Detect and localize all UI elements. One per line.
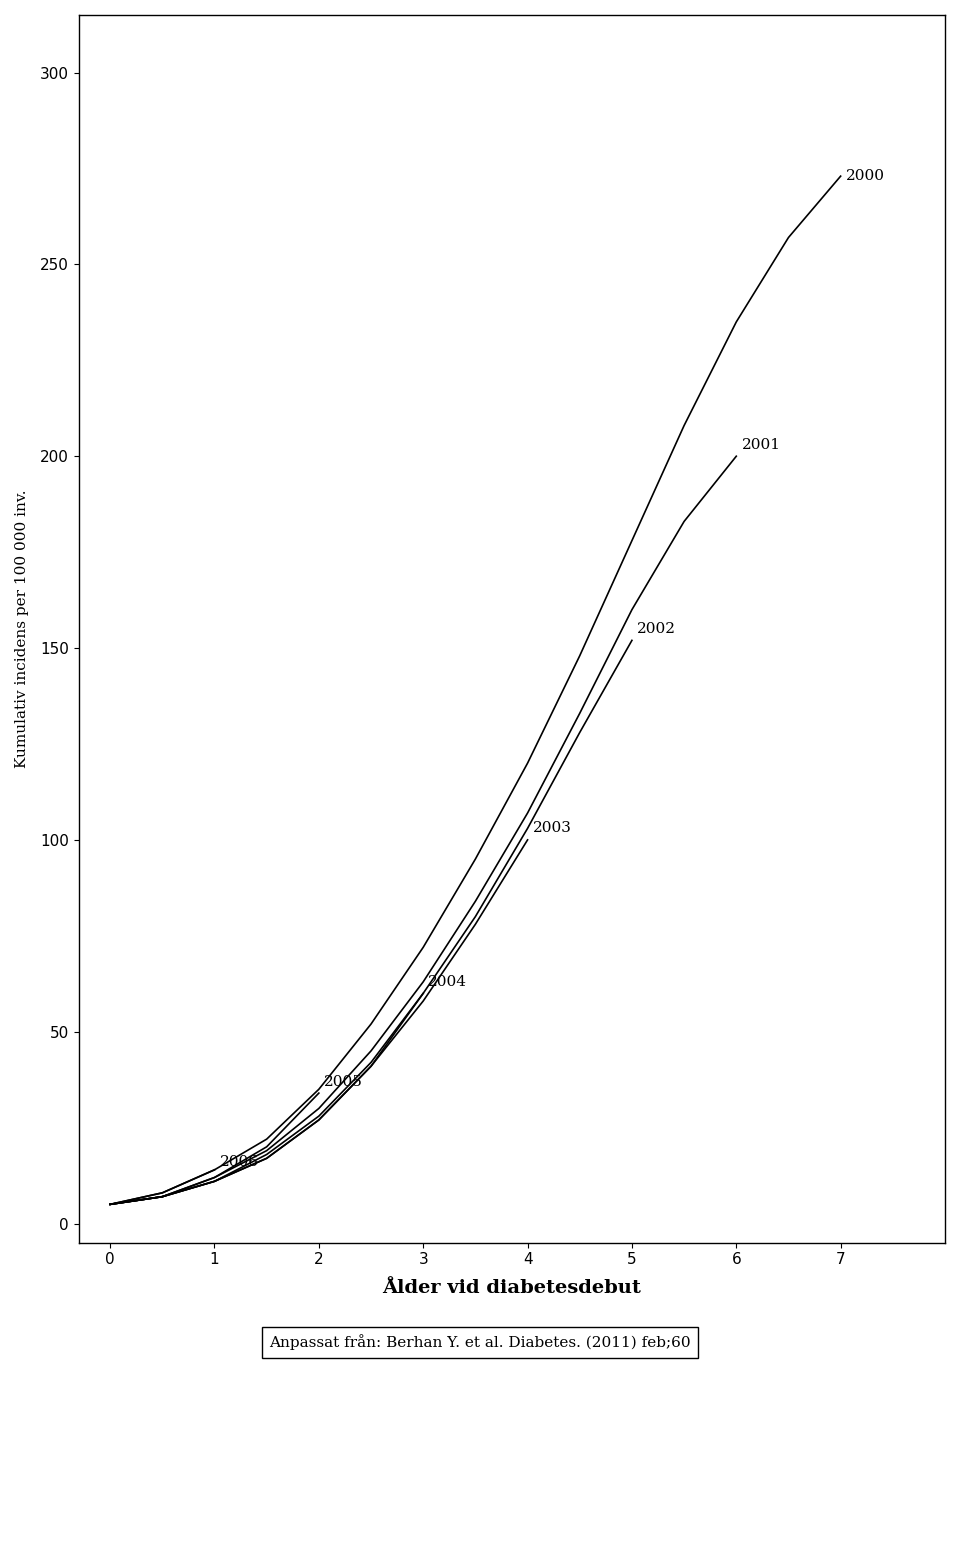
X-axis label: Ålder vid diabetesdebut: Ålder vid diabetesdebut (382, 1279, 641, 1296)
Text: 2006: 2006 (220, 1156, 258, 1170)
Text: 2005: 2005 (324, 1074, 363, 1088)
Y-axis label: Kumulativ incidens per 100 000 inv.: Kumulativ incidens per 100 000 inv. (15, 489, 29, 768)
Text: Anpassat från: Berhan Y. et al. Diabetes. (2011) feb;60: Anpassat från: Berhan Y. et al. Diabetes… (269, 1335, 691, 1350)
Text: 2001: 2001 (741, 438, 780, 452)
Text: 2003: 2003 (533, 821, 571, 835)
Text: 2002: 2002 (637, 622, 676, 636)
Text: 2004: 2004 (428, 975, 468, 989)
Text: 2000: 2000 (846, 170, 885, 184)
